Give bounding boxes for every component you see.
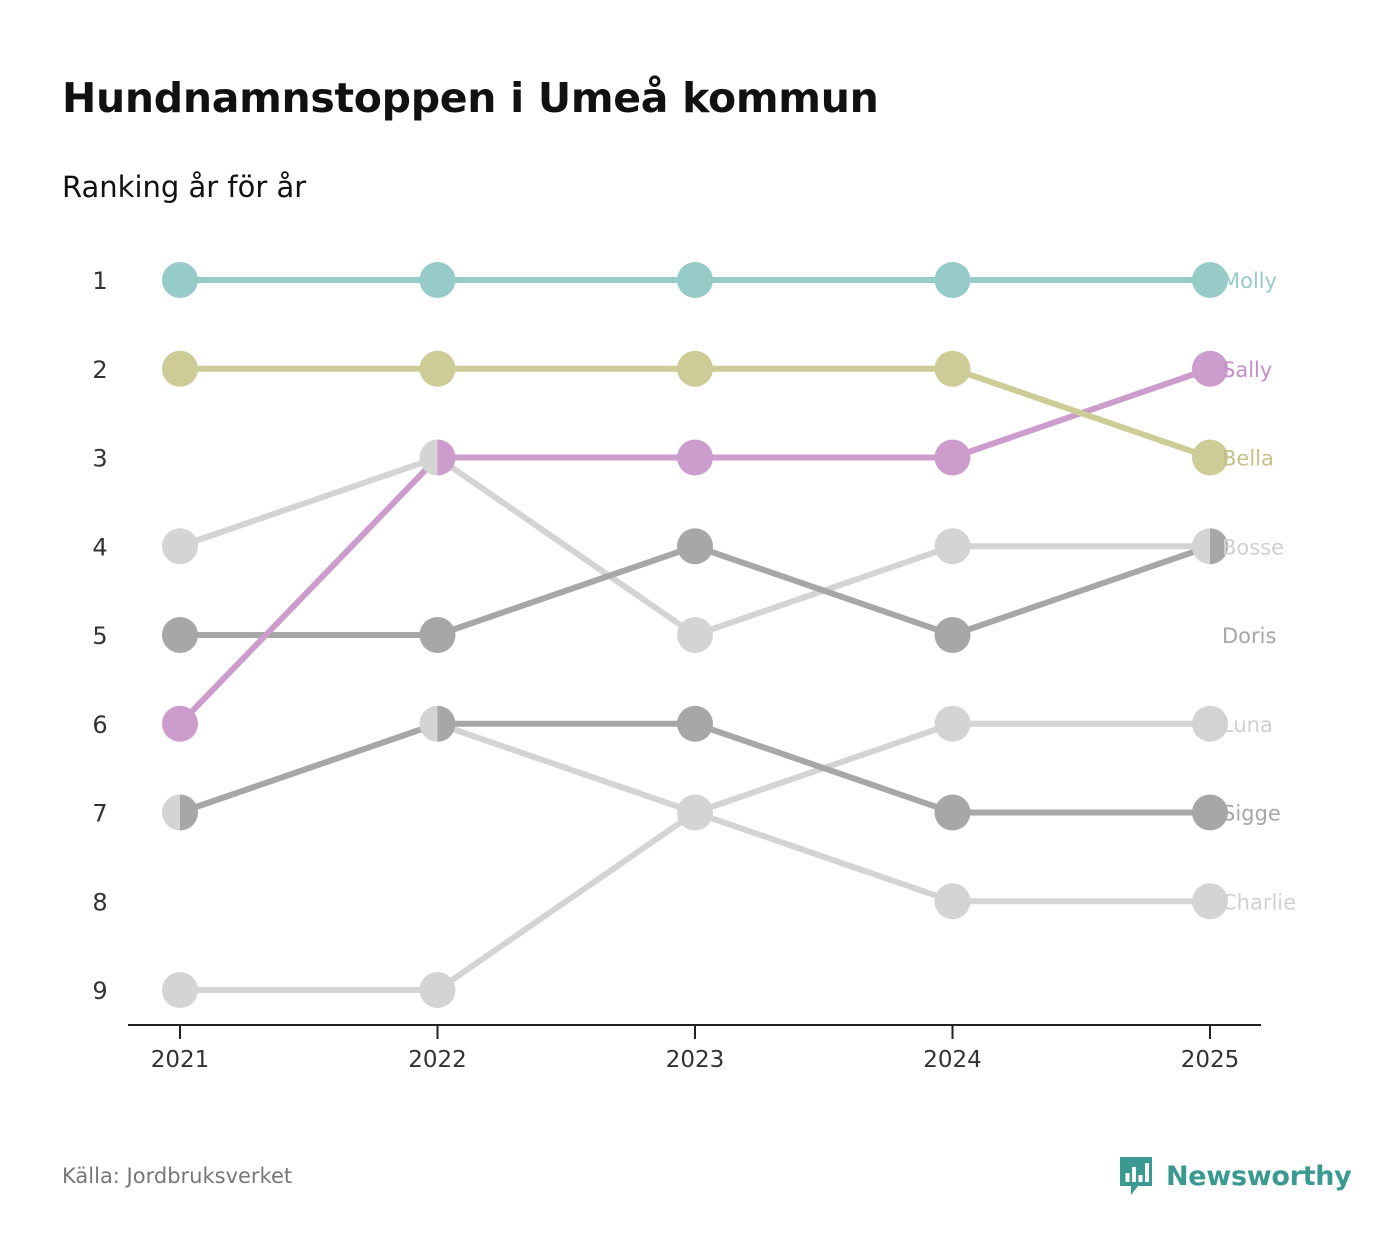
y-tick-label: 2 <box>92 356 107 384</box>
series-line-luna <box>177 720 1213 993</box>
y-tick-label: 5 <box>92 622 107 650</box>
y-tick-label: 4 <box>92 533 107 561</box>
bump-chart: 1 2 3 4 5 6 7 8 9 Molly Sally Bella Bosse Doris Luna S… <box>92 262 1296 1073</box>
point-bella-2025 <box>1192 439 1228 476</box>
point-bella-2024 <box>934 350 971 387</box>
end-label-sally: Sally <box>1222 358 1272 382</box>
x-tick-label: 2025 <box>1181 1047 1240 1073</box>
end-label-bosse: Bosse <box>1222 535 1284 559</box>
point-bella-2021 <box>162 350 198 387</box>
point-sally-2025 <box>1192 350 1228 387</box>
point-sigge-2024 <box>934 794 971 831</box>
y-tick-label: 9 <box>92 977 107 1005</box>
x-tick-label: 2021 <box>151 1047 210 1073</box>
y-tick-label: 6 <box>92 711 107 739</box>
point-bosse-2025 <box>1192 528 1210 565</box>
end-label-doris: Doris <box>1222 624 1276 648</box>
point-bosse-2021 <box>162 528 198 565</box>
brand-logo: Newsworthy <box>1118 1154 1352 1198</box>
point-doris-2022 <box>419 617 456 653</box>
y-tick-label: 1 <box>92 267 107 295</box>
point-charlie-2023 <box>695 794 713 831</box>
newsworthy-logo-icon <box>1120 1157 1152 1195</box>
y-tick-label: 8 <box>92 888 107 916</box>
point-doris-2021 <box>162 617 198 653</box>
point-sally-2021 <box>162 705 198 742</box>
point-molly-2022 <box>419 262 456 298</box>
point-bosse-2022 <box>419 439 438 476</box>
y-tick-label: 7 <box>92 800 107 828</box>
y-axis-ticks: 1 2 3 4 5 6 7 8 9 <box>92 267 107 1005</box>
point-charlie-2021 <box>162 794 180 831</box>
point-charlie-2022 <box>419 705 438 742</box>
point-sigge-2025 <box>1192 794 1228 831</box>
point-luna-2024 <box>934 705 971 742</box>
point-charlie-2025 <box>1192 883 1228 920</box>
chart-subtitle: Ranking år för år <box>62 170 307 204</box>
point-luna-2023 <box>677 794 695 831</box>
end-label-bella: Bella <box>1222 447 1274 471</box>
point-sally-2024 <box>934 439 971 476</box>
point-sigge-2021 <box>180 794 198 831</box>
source-note: Källa: Jordbruksverket <box>62 1164 293 1188</box>
end-label-luna: Luna <box>1222 713 1273 737</box>
x-tick-label: 2022 <box>408 1047 467 1073</box>
point-bella-2022 <box>419 350 456 387</box>
point-bosse-2023 <box>677 617 713 653</box>
point-sally-2022 <box>437 439 456 476</box>
point-sigge-2022 <box>437 705 456 742</box>
point-molly-2023 <box>677 262 713 298</box>
series-points <box>162 262 1228 1008</box>
x-tick-label: 2024 <box>923 1047 982 1073</box>
point-doris-2025 <box>1210 528 1228 565</box>
point-luna-2025 <box>1192 705 1228 742</box>
point-sally-2023 <box>677 439 713 476</box>
point-charlie-2024 <box>934 883 971 920</box>
x-axis: 2021 2022 2023 2024 2025 <box>128 1024 1261 1073</box>
point-molly-2025 <box>1192 262 1228 298</box>
point-sigge-2023 <box>677 705 713 742</box>
x-tick-label: 2023 <box>666 1047 725 1073</box>
point-bosse-2024 <box>934 528 971 565</box>
chart-title: Hundnamnstoppen i Umeå kommun <box>62 74 879 122</box>
end-label-sigge: Sigge <box>1222 802 1281 826</box>
point-doris-2024 <box>934 617 971 653</box>
series-end-labels: Molly Sally Bella Bosse Doris Luna Sigge Charli… <box>1222 269 1296 914</box>
point-molly-2024 <box>934 262 971 298</box>
y-tick-label: 3 <box>92 445 107 473</box>
point-luna-2021 <box>162 972 198 1008</box>
point-molly-2021 <box>162 262 198 298</box>
point-doris-2023 <box>677 528 713 565</box>
end-label-charlie: Charlie <box>1222 890 1296 914</box>
end-label-molly: Molly <box>1222 269 1277 293</box>
point-luna-2022 <box>419 972 456 1008</box>
point-bella-2023 <box>677 350 713 387</box>
brand-name: Newsworthy <box>1166 1160 1352 1192</box>
